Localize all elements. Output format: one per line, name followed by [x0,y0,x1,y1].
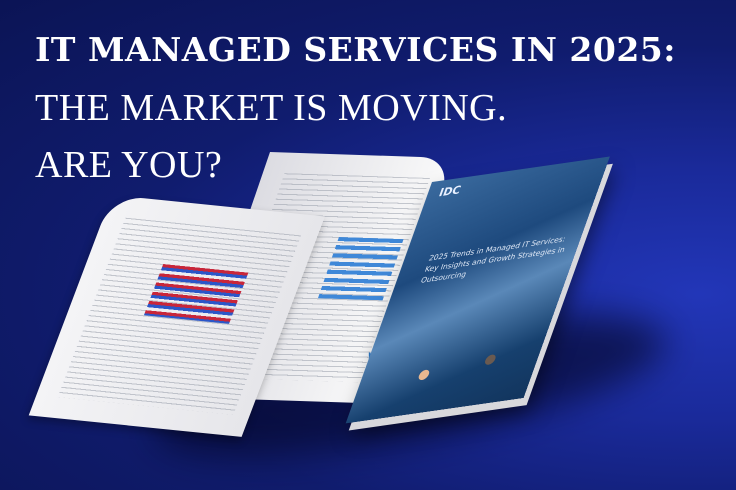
headline-line-3: ARE YOU? [35,144,223,186]
author-avatar [417,369,431,381]
author-avatar [483,353,498,366]
headline-line-2: THE MARKET IS MOVING. [35,87,508,129]
headline-line-1: IT MANAGED SERVICES IN 2025: [35,30,676,69]
idc-logo: IDC [437,183,463,200]
report-title: 2025 Trends in Managed IT Services: Key … [419,234,567,285]
